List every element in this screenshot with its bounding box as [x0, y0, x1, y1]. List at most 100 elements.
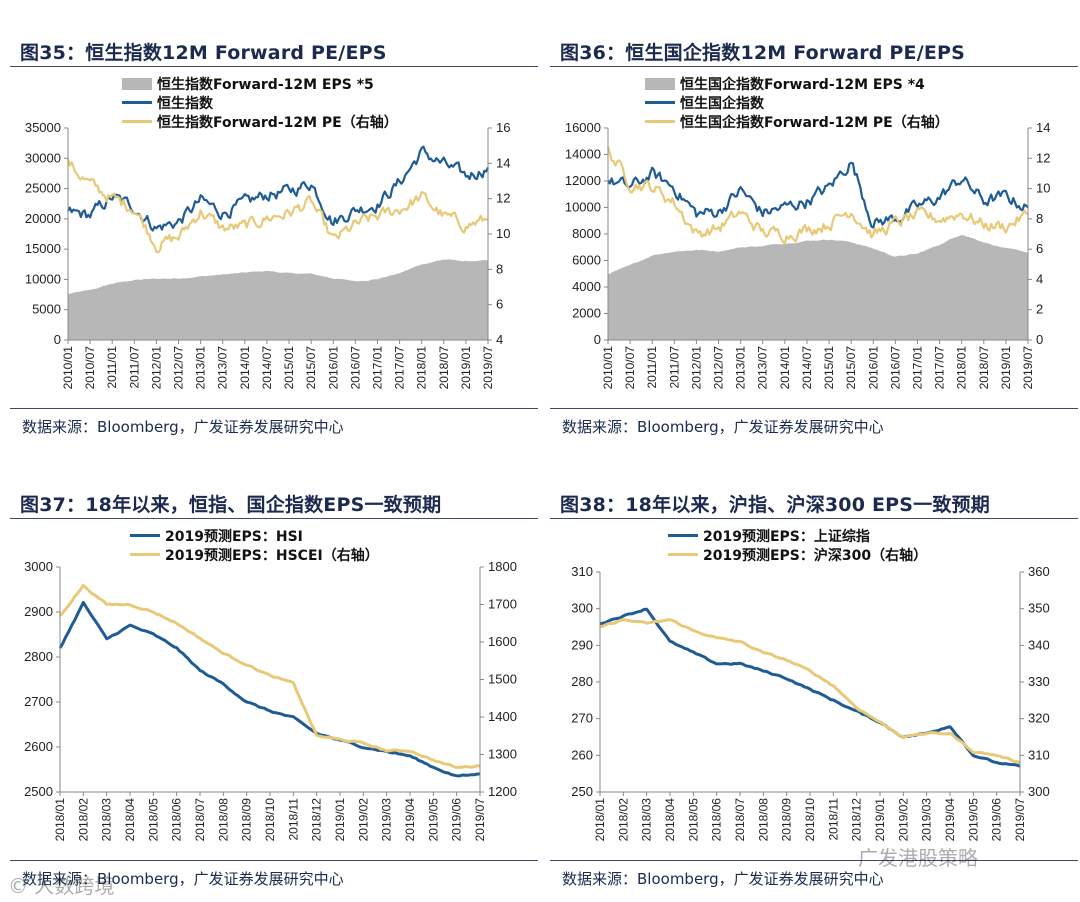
- x-tick-label: 2019/07: [1021, 346, 1035, 390]
- x-tick-label: 2017/01: [910, 346, 924, 390]
- y-tick-label-right: 4: [496, 332, 503, 347]
- x-tick-label: 2017/07: [933, 346, 947, 390]
- x-tick-label: 2017/07: [393, 346, 407, 390]
- series-line-gold: [58, 583, 481, 769]
- legend-item-pe: 恒生指数Forward-12M PE（右轴）: [122, 112, 398, 131]
- title-rule: [10, 66, 538, 67]
- x-tick-label: 2019/04: [943, 798, 957, 842]
- legend-swatch-gold: [668, 553, 698, 556]
- x-tick-label: 2018/04: [123, 798, 137, 842]
- x-tick-label: 2011/01: [105, 346, 119, 389]
- x-tick-label: 2018/08: [756, 798, 770, 842]
- chart-plot: 3000 2900 2800 2700 2600 2500 1800 1700 1600 1500…: [24, 559, 517, 842]
- y-tick-label-right: 6: [1036, 241, 1043, 256]
- x-tick-label: 2010/07: [83, 346, 97, 390]
- x-tick-label: 2018/07: [733, 798, 747, 842]
- chart-source: 数据来源：Bloomberg，广发证券发展研究中心: [22, 870, 344, 888]
- legend-item-hsi: 2019预测EPS：HSI: [130, 526, 379, 545]
- x-tick-label: 2019/05: [426, 798, 440, 842]
- x-tick-label: 2019/06: [450, 798, 464, 842]
- x-tick-label: 2018/06: [710, 798, 724, 842]
- y-tick-label-right: 12: [1036, 150, 1050, 165]
- chart-source: 数据来源：Bloomberg，广发证券发展研究中心: [22, 418, 344, 436]
- chart-title: 图36：恒生国企指数12M Forward PE/EPS: [560, 42, 966, 64]
- x-tick-label: 2016/01: [866, 346, 880, 390]
- x-tick-label: 2012/01: [689, 346, 703, 390]
- legend-item-hscei: 2019预测EPS：HSCEI（右轴）: [130, 545, 379, 564]
- x-tick-label: 2019/07: [1013, 798, 1027, 842]
- legend-swatch-gold: [130, 553, 160, 556]
- title-rule: [550, 518, 1078, 519]
- source-rule: [550, 860, 1078, 861]
- x-tick-label: 2010/07: [623, 346, 637, 390]
- y-tick-label-left: 10000: [25, 271, 61, 286]
- chart-panel-35: 图35：恒生指数12M Forward PE/EPS 恒生指数Forward-1…: [10, 30, 540, 450]
- chart-title: 图37：18年以来，恒指、国企指数EPS一致预期: [20, 494, 442, 516]
- y-tick-label-right: 330: [1028, 674, 1050, 689]
- x-tick-label: 2018/09: [780, 798, 794, 842]
- series-line-blue: [599, 607, 1021, 768]
- chart-source: 数据来源：Bloomberg，广发证券发展研究中心: [562, 870, 884, 888]
- series-line-gold: [599, 617, 1021, 765]
- series-line-blue: [67, 145, 490, 232]
- legend-item-index: 恒生国企指数: [645, 93, 949, 112]
- watermark-right: 广发港股策略: [858, 846, 978, 870]
- x-tick-label: 2014/01: [238, 346, 252, 390]
- y-tick-label-right: 1600: [488, 634, 517, 649]
- chart-plot: 35000 30000 25000 20000 15000 10000 5000 0 16 14 1…: [25, 120, 511, 390]
- y-tick-label-right: 320: [1028, 711, 1050, 726]
- legend-swatch-area: [645, 77, 675, 90]
- legend: 2019预测EPS：上证综指 2019预测EPS：沪深300（右轴）: [668, 526, 927, 564]
- y-tick-label-left: 20000: [25, 211, 61, 226]
- source-rule: [550, 408, 1078, 409]
- x-tick-label: 2013/07: [216, 346, 230, 390]
- watermark-left: © 人数跨境: [8, 874, 115, 898]
- legend: 恒生指数Forward-12M EPS *5 恒生指数 恒生指数Forward-…: [122, 74, 398, 131]
- series-line-blue: [607, 161, 1029, 229]
- chart-plot: 310 300 290 280 270 260 250 360 350 340 330 320 310 3…: [571, 564, 1050, 842]
- x-tick-label: 2011/07: [667, 346, 681, 389]
- legend-item-shcomp: 2019预测EPS：上证综指: [668, 526, 927, 545]
- legend-swatch-blue: [122, 101, 152, 104]
- legend-swatch-blue: [645, 101, 675, 104]
- x-tick-label: 2014/07: [800, 346, 814, 390]
- y-tick-label-right: 1800: [488, 559, 517, 574]
- y-tick-label-left: 2600: [24, 739, 53, 754]
- y-tick-label-right: 8: [1036, 211, 1043, 226]
- x-tick-label: 2019/01: [873, 798, 887, 842]
- y-tick-label-right: 340: [1028, 637, 1050, 652]
- y-tick-label-right: 2: [1036, 302, 1043, 317]
- x-tick-label: 2010/01: [61, 346, 75, 390]
- y-tick-label-left: 0: [54, 332, 61, 347]
- y-tick-label-left: 25000: [25, 181, 61, 196]
- y-tick-label-left: 12000: [565, 173, 601, 188]
- x-tick-label: 2018/01: [955, 346, 969, 390]
- x-tick-label: 2019/07: [481, 346, 495, 390]
- y-tick-label-right: 1700: [488, 597, 517, 612]
- chart-panel-38: 图38：18年以来，沪指、沪深300 EPS一致预期 2019预测EPS：上证综…: [550, 482, 1080, 902]
- chart-panel-36: 图36：恒生国企指数12M Forward PE/EPS 恒生国企指数Forwa…: [550, 30, 1080, 450]
- y-tick-label-right: 12: [496, 191, 510, 206]
- x-tick-label: 2017/01: [370, 346, 384, 390]
- y-tick-label-right: 10: [496, 226, 510, 241]
- x-tick-label: 2018/04: [663, 798, 677, 842]
- x-tick-label: 2019/01: [999, 346, 1013, 390]
- x-tick-label: 2018/09: [240, 798, 254, 842]
- legend-swatch-gold: [645, 120, 675, 123]
- y-tick-label-right: 10: [1036, 181, 1050, 196]
- legend: 恒生国企指数Forward-12M EPS *4 恒生国企指数 恒生国企指数Fo…: [645, 74, 949, 131]
- y-tick-label-right: 8: [496, 261, 503, 276]
- y-tick-label-right: 1500: [488, 672, 517, 687]
- chart-plot: 16000 14000 12000 10000 8000 6000 4000 2000 0 14 1…: [565, 120, 1051, 390]
- y-tick-label-left: 0: [594, 332, 601, 347]
- y-tick-label-left: 16000: [565, 120, 601, 135]
- chart-panel-37: 图37：18年以来，恒指、国企指数EPS一致预期 2019预测EPS：HSI 2…: [10, 482, 540, 902]
- x-tick-label: 2016/07: [348, 346, 362, 390]
- y-tick-label-left: 8000: [572, 226, 601, 241]
- x-tick-label: 2015/01: [822, 346, 836, 390]
- x-tick-label: 2018/01: [415, 346, 429, 390]
- x-tick-label: 2012/07: [172, 346, 186, 390]
- x-tick-label: 2018/02: [76, 798, 90, 842]
- y-tick-label-right: 4: [1036, 271, 1043, 286]
- y-tick-label-left: 310: [571, 564, 593, 579]
